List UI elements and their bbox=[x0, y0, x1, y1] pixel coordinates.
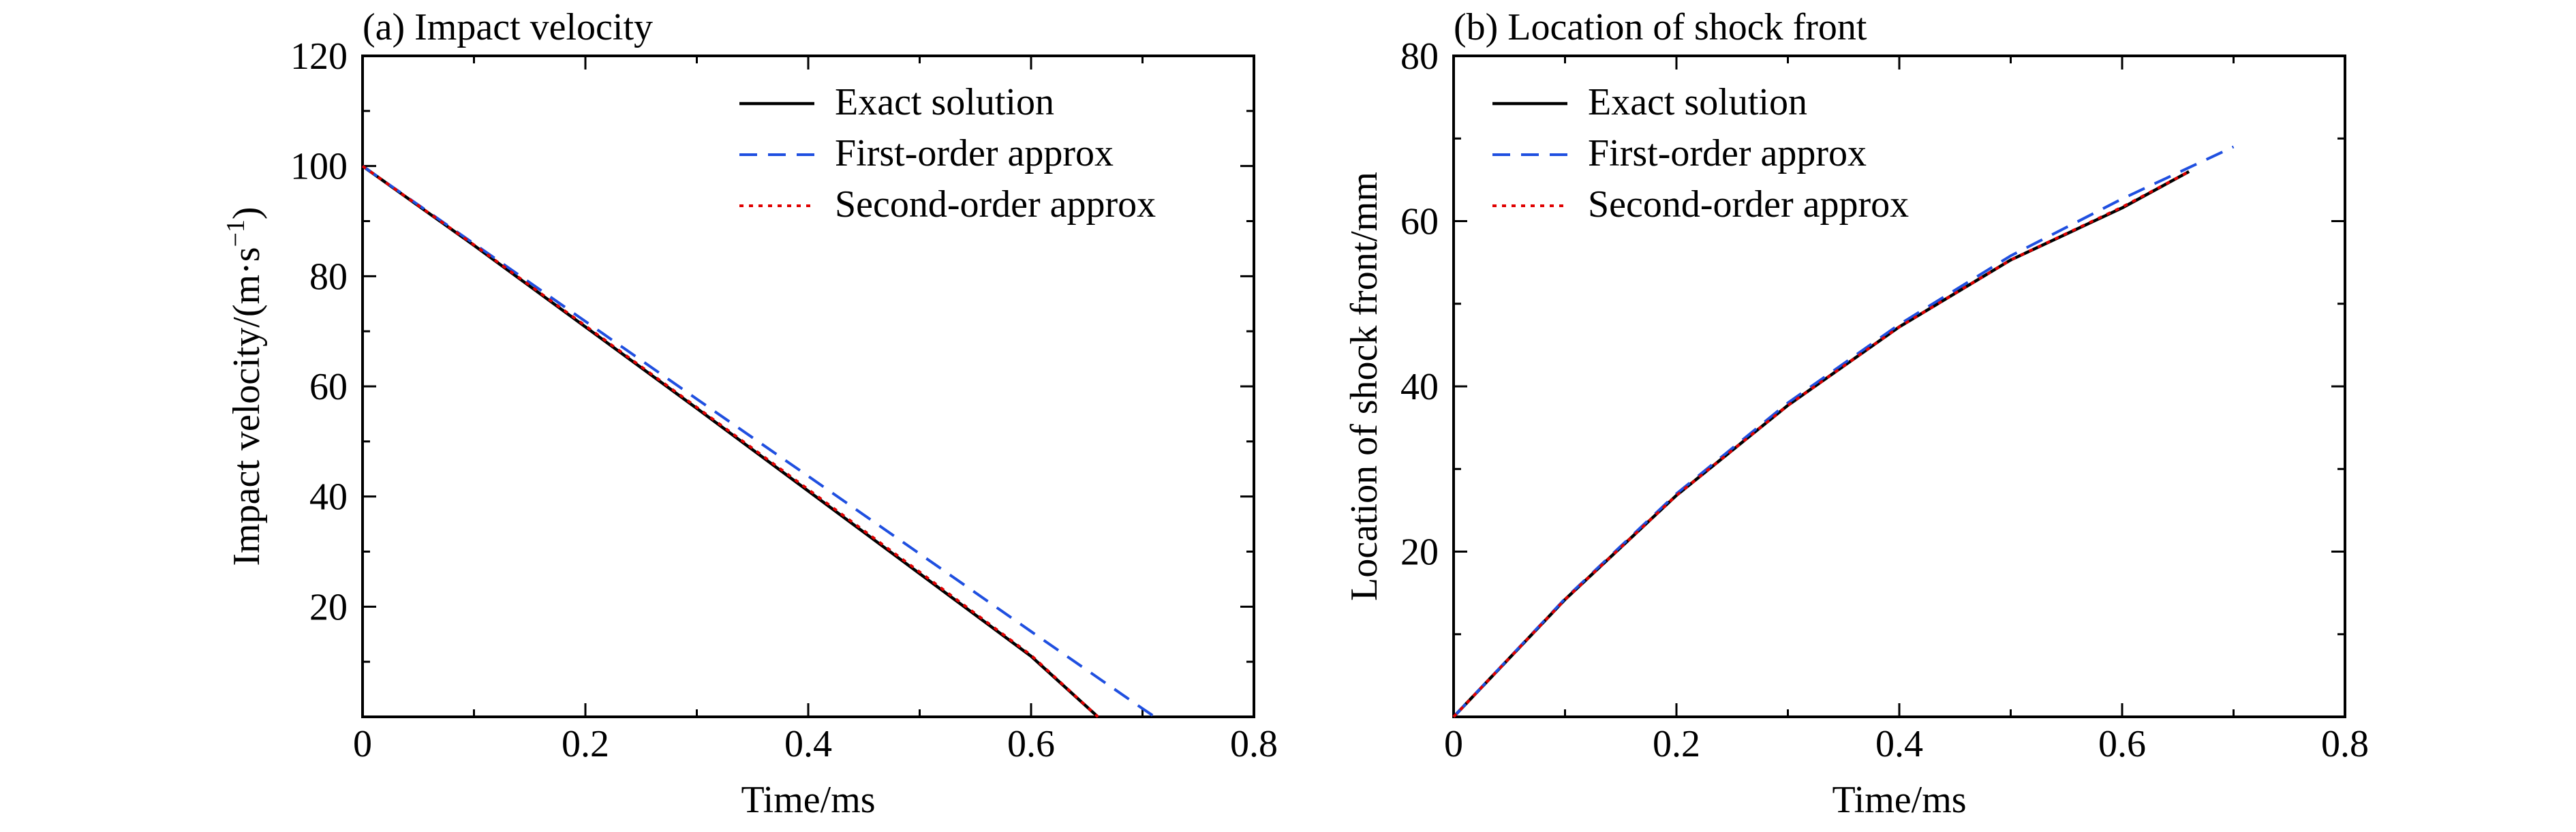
y-axis-label-tail: ) bbox=[226, 206, 268, 219]
x-tick-label: 0 bbox=[353, 723, 372, 765]
series-lines bbox=[361, 164, 1156, 718]
series-lines bbox=[1452, 145, 2235, 718]
panel-title: (b) Location of shock front bbox=[1454, 6, 1867, 48]
y-tick-label: 60 bbox=[309, 366, 348, 408]
y-tick-label: 100 bbox=[290, 146, 348, 188]
x-axis-label: Time/ms bbox=[741, 779, 875, 821]
x-tick-label: 0.6 bbox=[2098, 723, 2146, 765]
x-tick-label: 0.4 bbox=[784, 723, 832, 765]
legend: Exact solution First-order approx Second-o… bbox=[1492, 81, 1909, 226]
series-line-exact-solution bbox=[1452, 170, 2190, 718]
y-axis-label-main: Impact velocity/(m·s bbox=[226, 247, 268, 566]
tick-labels: 0 0.2 0.4 0.6 0.8 20 40 60 80 bbox=[1400, 35, 2369, 765]
legend: Exact solution First-order approx Second-o… bbox=[739, 81, 1156, 226]
x-tick-label: 0.8 bbox=[2321, 723, 2369, 765]
y-tick-label: 20 bbox=[1400, 531, 1439, 574]
series-line-second-order-approx bbox=[1452, 170, 2190, 718]
x-tick-label: 0.6 bbox=[1007, 723, 1055, 765]
y-axis-label: Location of shock front/mm bbox=[1343, 172, 1385, 601]
y-tick-label: 60 bbox=[1400, 201, 1439, 243]
x-tick-label: 0.2 bbox=[562, 723, 609, 765]
x-axis-label: Time/ms bbox=[1832, 779, 1966, 821]
series-line-exact-solution bbox=[361, 164, 1099, 718]
axis-ticks bbox=[1452, 55, 2346, 718]
y-axis-label: Impact velocity/(m·s−1) bbox=[221, 206, 268, 566]
panel-title: (a) Impact velocity bbox=[363, 6, 653, 48]
series-line-first-order-approx bbox=[1452, 145, 2235, 718]
legend-label-first-order-approx: First-order approx bbox=[835, 132, 1114, 174]
panel-shock-front-location: (b) Location of shock front 0 0.2 0.4 0.6 0.… bbox=[1343, 6, 2369, 821]
legend-label-exact-solution: Exact solution bbox=[1588, 81, 1807, 123]
y-axis-label-sup: −1 bbox=[221, 219, 250, 247]
x-tick-label: 0.8 bbox=[1230, 723, 1278, 765]
axis-ticks bbox=[361, 55, 1255, 718]
y-tick-label: 80 bbox=[309, 256, 348, 298]
y-tick-label: 40 bbox=[1400, 366, 1439, 408]
y-tick-label: 40 bbox=[309, 476, 348, 519]
series-line-first-order-approx bbox=[361, 165, 1156, 718]
y-tick-label: 80 bbox=[1400, 35, 1439, 78]
panel-impact-velocity: (a) Impact velocity 0 0.2 0.4 0.6 0.8 20 40 60 8… bbox=[221, 6, 1278, 821]
y-tick-label: 120 bbox=[290, 35, 348, 78]
legend-label-second-order-approx: Second-order approx bbox=[1588, 183, 1909, 226]
legend-label-second-order-approx: Second-order approx bbox=[835, 183, 1156, 226]
x-tick-label: 0.4 bbox=[1875, 723, 1923, 765]
y-tick-label: 20 bbox=[309, 586, 348, 628]
series-line-second-order-approx bbox=[361, 165, 1099, 718]
legend-label-exact-solution: Exact solution bbox=[835, 81, 1054, 123]
legend-label-first-order-approx: First-order approx bbox=[1588, 132, 1867, 174]
tick-labels: 0 0.2 0.4 0.6 0.8 20 40 60 80 100 120 bbox=[290, 35, 1278, 765]
x-tick-label: 0.2 bbox=[1653, 723, 1700, 765]
x-tick-label: 0 bbox=[1444, 723, 1463, 765]
